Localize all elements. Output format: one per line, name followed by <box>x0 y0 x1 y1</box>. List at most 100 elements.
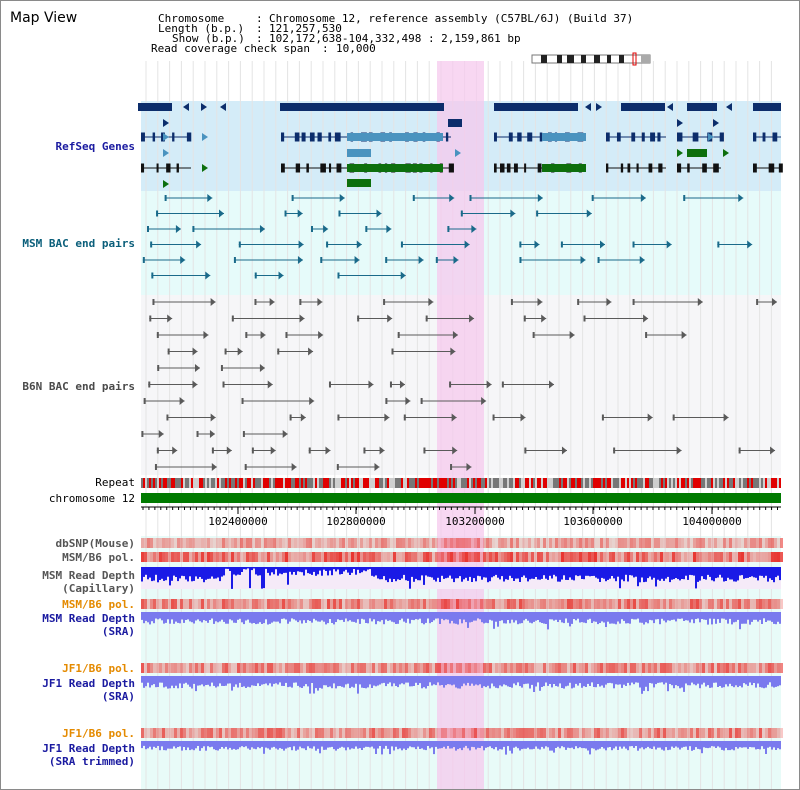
polymorphism-mark <box>609 552 612 562</box>
track-label-chromosome[interactable]: chromosome 12 <box>48 492 135 505</box>
polymorphism-mark <box>249 538 252 548</box>
polymorphism-mark <box>540 663 543 673</box>
read-depth-bar <box>535 567 537 577</box>
bac-pair-arrow <box>180 256 186 264</box>
polymorphism-mark <box>543 538 546 548</box>
polymorphism-mark <box>225 538 228 548</box>
polymorphism-mark <box>588 728 591 738</box>
read-depth-bar <box>445 676 447 686</box>
polymorphism-mark <box>222 663 225 673</box>
read-depth-bar <box>695 676 697 686</box>
polymorphism-mark <box>708 663 711 673</box>
bac-pair-arrow <box>210 298 216 306</box>
read-depth-bar <box>751 741 753 748</box>
polymorphism-mark <box>489 538 492 548</box>
track-label-b6n-bac[interactable]: B6N BAC end pairs <box>22 380 135 393</box>
repeat-mark <box>437 478 439 488</box>
bac-pair-end <box>310 226 313 232</box>
polymorphism-mark <box>372 599 375 609</box>
track-label-msm-depth-cap[interactable]: MSM Read Depth <box>42 569 135 582</box>
polymorphism-mark <box>510 663 513 673</box>
polymorphism-mark <box>249 552 252 562</box>
read-depth-bar <box>665 741 667 748</box>
read-depth-bar <box>675 567 677 578</box>
track-label-jf1-depth-trim[interactable]: JF1 Read Depth <box>42 742 135 755</box>
bac-pair-arrow <box>599 240 605 249</box>
track-label-jf1-depth-sra[interactable]: JF1 Read Depth <box>42 677 135 690</box>
read-depth-bar <box>519 741 521 751</box>
polymorphism-mark <box>465 552 468 562</box>
bac-pair-arrow <box>192 347 198 356</box>
polymorphism-mark <box>567 728 570 738</box>
repeat-mark <box>369 478 371 488</box>
read-depth-bar <box>163 741 165 751</box>
polymorphism-mark <box>375 663 378 673</box>
polymorphism-mark <box>618 538 621 548</box>
read-depth-bar <box>551 676 553 688</box>
polymorphism-mark <box>639 728 642 738</box>
track-label-dbsnp[interactable]: dbSNP(Mouse) <box>55 537 135 550</box>
read-depth-bar <box>499 676 501 686</box>
read-depth-bar <box>613 676 615 689</box>
read-depth-bar <box>175 676 177 686</box>
polymorphism-mark <box>384 728 387 738</box>
span-key: Read coverage check span <box>151 42 310 55</box>
polymorphism-mark <box>558 538 561 548</box>
bac-pair-arrow <box>772 298 777 306</box>
polymorphism-mark <box>162 663 165 673</box>
read-depth-bar <box>503 676 505 685</box>
bac-pair-end <box>756 299 759 305</box>
read-depth-bar <box>629 567 631 576</box>
polymorphism-mark <box>471 728 474 738</box>
polymorphism-mark <box>705 728 708 738</box>
polymorphism-mark <box>762 599 765 609</box>
read-depth-bar <box>309 741 311 749</box>
repeat-mark <box>575 478 577 488</box>
track-label-msm-pol-1[interactable]: MSM/B6 pol. <box>62 551 135 564</box>
track-label-refseq[interactable]: RefSeq Genes <box>55 140 135 153</box>
polymorphism-mark <box>573 663 576 673</box>
track-label-msm-depth-sra[interactable]: MSM Read Depth <box>42 612 135 625</box>
polymorphism-mark <box>693 552 696 562</box>
polymorphism-mark <box>438 552 441 562</box>
read-depth-bar <box>653 676 655 688</box>
read-depth-bar <box>619 676 621 685</box>
polymorphism-mark <box>372 538 375 548</box>
repeat-mark <box>357 478 359 488</box>
strand-arrow <box>202 164 208 172</box>
polymorphism-mark <box>261 663 264 673</box>
polymorphism-mark <box>222 599 225 609</box>
track-label-msm-pol-2[interactable]: MSM/B6 pol. <box>62 598 135 611</box>
track-label-repeat[interactable]: Repeat <box>95 476 135 489</box>
read-depth-bar <box>769 676 771 683</box>
track-label-jf1-pol-1[interactable]: JF1/B6 pol. <box>62 662 135 675</box>
read-depth-bar <box>261 567 263 589</box>
read-depth-bar <box>215 741 217 751</box>
read-depth-bar <box>673 612 675 620</box>
bac-pair-end <box>222 381 225 388</box>
bac-pair-end <box>683 195 686 201</box>
repeat-mark <box>499 478 501 488</box>
read-depth-bar <box>641 676 643 694</box>
track-label-jf1-pol-2[interactable]: JF1/B6 pol. <box>62 727 135 740</box>
track-label-msm-bac[interactable]: MSM BAC end pairs <box>22 237 135 250</box>
read-depth-bar <box>367 676 369 688</box>
read-depth-bar <box>201 741 203 749</box>
repeat-mark <box>209 478 211 488</box>
read-depth-bar <box>435 567 437 582</box>
polymorphism-mark <box>591 599 594 609</box>
repeat-mark <box>339 478 341 488</box>
gene-block <box>448 119 462 127</box>
read-depth-bar <box>425 741 427 751</box>
polymorphism-mark <box>291 538 294 548</box>
polymorphism-mark <box>630 599 633 609</box>
read-depth-bar <box>281 741 283 749</box>
read-depth-bar <box>215 567 217 579</box>
read-depth-bar <box>481 676 483 688</box>
read-depth-bar <box>605 741 607 751</box>
bac-pair-arrow <box>481 397 487 405</box>
polymorphism-mark <box>252 663 255 673</box>
read-depth-bar <box>507 676 509 687</box>
repeat-mark <box>205 478 207 488</box>
